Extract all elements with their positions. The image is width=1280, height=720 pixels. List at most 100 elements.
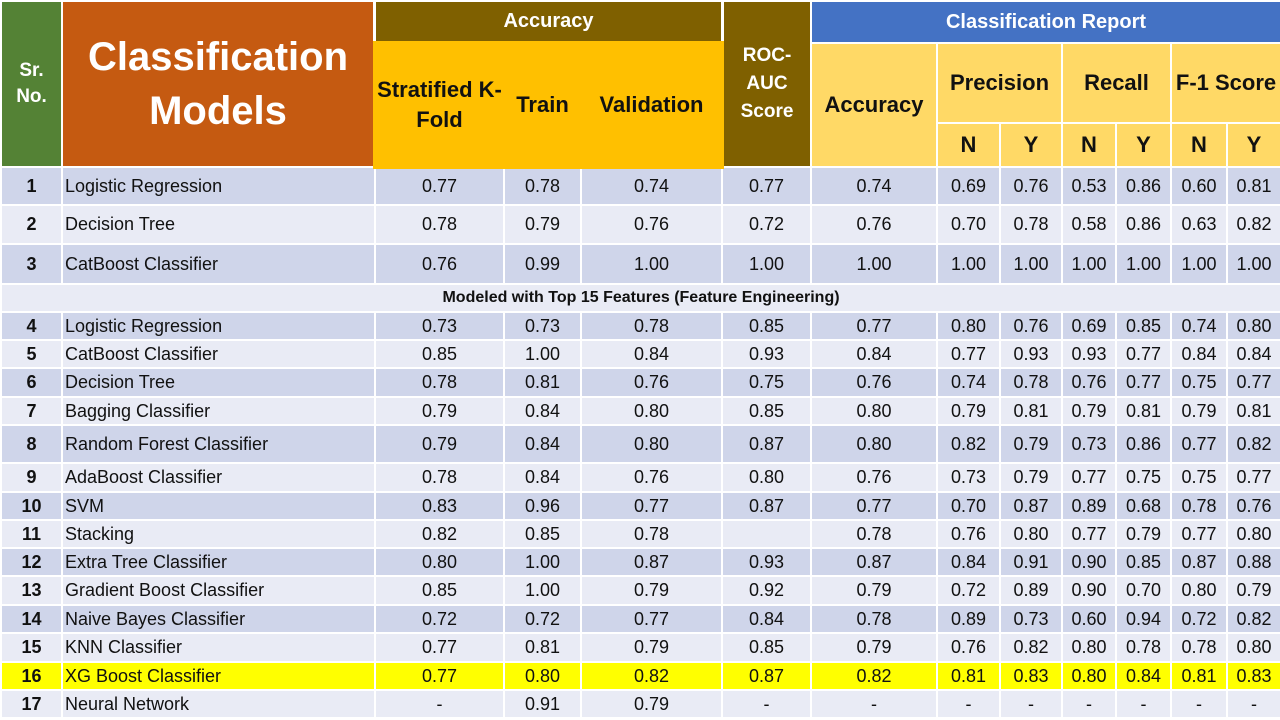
row-value-cell: 0.77	[721, 166, 812, 206]
row-value-cell: 0.77	[1170, 519, 1228, 549]
row-value-cell: -	[1061, 689, 1117, 719]
row-value-cell: 0.82	[580, 661, 723, 691]
row-value-cell: 0.76	[580, 204, 723, 245]
row-value-cell: 1.00	[580, 243, 723, 285]
row-value-cell: 0.76	[936, 519, 1001, 549]
row-value-cell: 0.74	[1170, 311, 1228, 341]
row-value-cell: 0.79	[1115, 519, 1172, 549]
row-value-cell: 0.53	[1061, 166, 1117, 206]
header-classification-report: Classification Report	[809, 0, 1280, 44]
row-value-cell: 0.82	[374, 519, 505, 549]
row-value-cell: 0.85	[1115, 547, 1172, 577]
header-classification-models: Classification Models	[61, 0, 376, 168]
header-recall: Recall	[1061, 42, 1172, 124]
row-value-cell: 0.93	[721, 339, 812, 369]
row-model-name: Decision Tree	[61, 367, 376, 398]
table-row: 1 Logistic Regression 0.77 0.78 0.74 0.77 0.74…	[0, 166, 1280, 206]
row-value-cell: 0.80	[999, 519, 1063, 549]
row-value-cell: 0.94	[1115, 604, 1172, 634]
row-value-cell: 1.00	[503, 547, 582, 577]
row-value-cell: 0.83	[374, 491, 505, 521]
table-row: 3 CatBoost Classifier 0.76 0.99 1.00 1.00 1.00…	[0, 243, 1280, 285]
row-value-cell: 0.87	[810, 547, 938, 577]
row-value-cell: 0.72	[1170, 604, 1228, 634]
row-value-cell: 0.84	[1170, 339, 1228, 369]
row-value-cell: 0.76	[999, 166, 1063, 206]
row-value-cell: 0.78	[580, 311, 723, 341]
table-row: 6 Decision Tree 0.78 0.81 0.76 0.75 0.76 0.74 0.…	[0, 367, 1280, 398]
row-value-cell: 0.80	[1061, 632, 1117, 663]
section-label: Modeled with Top 15 Features (Feature En…	[0, 283, 1280, 313]
row-value-cell: 0.93	[1061, 339, 1117, 369]
table-row: 13 Gradient Boost Classifier 0.85 1.00 0.79 0…	[0, 575, 1280, 606]
row-sr-no: 7	[0, 396, 63, 426]
row-value-cell: 0.86	[1115, 166, 1172, 206]
row-sr-no: 3	[0, 243, 63, 285]
row-value-cell: 0.73	[936, 462, 1001, 493]
row-value-cell: 1.00	[721, 243, 812, 285]
row-value-cell: 0.78	[503, 166, 582, 206]
row-value-cell: 0.80	[580, 424, 723, 464]
row-value-cell: 0.79	[999, 424, 1063, 464]
row-value-cell: 0.78	[1170, 632, 1228, 663]
row-value-cell: 0.84	[503, 462, 582, 493]
row-value-cell: 0.82	[810, 661, 938, 691]
row-value-cell: 0.77	[1170, 424, 1228, 464]
row-value-cell: 0.81	[1115, 396, 1172, 426]
row-model-name: Extra Tree Classifier	[61, 547, 376, 577]
row-sr-no: 11	[0, 519, 63, 549]
table-body-section: Modeled with Top 15 Features (Feature En…	[0, 283, 1280, 313]
row-value-cell: 0.79	[374, 424, 505, 464]
row-value-cell: 0.79	[999, 462, 1063, 493]
row-value-cell: 0.80	[810, 396, 938, 426]
row-value-cell: -	[936, 689, 1001, 719]
row-sr-no: 15	[0, 632, 63, 663]
row-value-cell: 0.79	[580, 689, 723, 719]
row-model-name: Neural Network	[61, 689, 376, 719]
row-model-name: AdaBoost Classifier	[61, 462, 376, 493]
row-value-cell: 0.82	[1225, 204, 1280, 245]
row-value-cell: 0.68	[1115, 491, 1172, 521]
header-report-accuracy: Accuracy	[810, 42, 938, 168]
row-value-cell: 0.77	[810, 311, 938, 341]
row-value-cell: 0.90	[1061, 547, 1117, 577]
row-value-cell: 0.75	[1115, 462, 1172, 493]
table-body-top: 1 Logistic Regression 0.77 0.78 0.74 0.77 0.74…	[0, 166, 1280, 285]
row-sr-no: 13	[0, 575, 63, 606]
row-value-cell: 0.84	[1225, 339, 1280, 369]
row-value-cell: 0.69	[936, 166, 1001, 206]
row-value-cell: 0.63	[1170, 204, 1228, 245]
row-sr-no: 8	[0, 424, 63, 464]
row-value-cell: 0.78	[580, 519, 723, 549]
row-value-cell: -	[1115, 689, 1172, 719]
header-train: Train	[502, 41, 583, 169]
row-value-cell: 0.84	[936, 547, 1001, 577]
table-row: 7 Bagging Classifier 0.79 0.84 0.80 0.85 0.80 0…	[0, 396, 1280, 426]
row-sr-no: 14	[0, 604, 63, 634]
row-value-cell: 0.80	[810, 424, 938, 464]
row-value-cell: 0.60	[1170, 166, 1228, 206]
row-value-cell: 0.74	[810, 166, 938, 206]
row-value-cell: 0.87	[999, 491, 1063, 521]
table-row: 16 XG Boost Classifier 0.77 0.80 0.82 0.87 0.8…	[0, 661, 1280, 691]
row-value-cell: 0.73	[999, 604, 1063, 634]
row-value-cell: 0.78	[1170, 491, 1228, 521]
row-model-name: Naive Bayes Classifier	[61, 604, 376, 634]
table-row: 15 KNN Classifier 0.77 0.81 0.79 0.85 0.79 0.76…	[0, 632, 1280, 663]
row-value-cell: 0.79	[374, 396, 505, 426]
row-value-cell: 0.77	[1115, 339, 1172, 369]
row-value-cell	[721, 519, 812, 549]
header-recall-y: Y	[1115, 122, 1172, 168]
table-row: 17 Neural Network -0.91 0.79- - - - - - - -	[0, 689, 1280, 719]
row-value-cell: 0.82	[1225, 424, 1280, 464]
table-body-feature-engineering: 4 Logistic Regression 0.73 0.73 0.78 0.85 0.77…	[0, 311, 1280, 719]
row-value-cell: 0.80	[1061, 661, 1117, 691]
row-value-cell: 0.78	[1115, 632, 1172, 663]
row-sr-no: 12	[0, 547, 63, 577]
row-value-cell: 0.85	[374, 575, 505, 606]
header-sr-no: Sr. No.	[0, 0, 63, 168]
row-value-cell: 0.96	[503, 491, 582, 521]
row-value-cell: 0.93	[721, 547, 812, 577]
row-value-cell: 0.91	[503, 689, 582, 719]
row-sr-no: 10	[0, 491, 63, 521]
